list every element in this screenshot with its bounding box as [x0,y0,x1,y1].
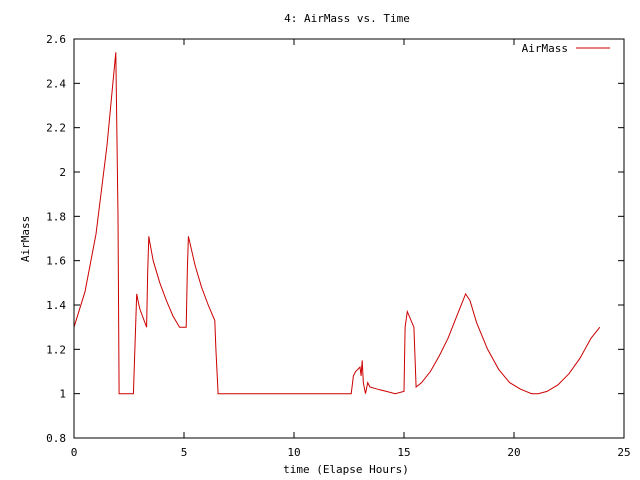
plot-frame [73,38,625,439]
x-axis-label: time (Elapse Hours) [283,463,409,476]
chart-title: 4: AirMass vs. Time [284,12,410,25]
y-tick-label: 2.4 [46,77,66,90]
x-axis-ticks: 0 5 10 15 20 25 [71,39,631,459]
x-tick-label: 0 [71,446,78,459]
x-tick-label: 5 [181,446,188,459]
y-axis-ticks: 0.8 1 1.2 1.4 1.6 1.8 2 2.2 2.4 2.6 [46,33,624,445]
y-tick-label: 1.2 [46,343,66,356]
x-tick-label: 25 [617,446,630,459]
legend: AirMass [522,42,610,55]
y-tick-label: 1.6 [46,255,66,268]
y-tick-label: 2 [59,166,66,179]
y-tick-label: 1.8 [46,210,66,223]
x-tick-label: 15 [397,446,410,459]
x-tick-label: 10 [287,446,300,459]
y-tick-label: 1 [59,388,66,401]
legend-entry-airmass: AirMass [522,42,568,55]
y-tick-label: 2.6 [46,33,66,46]
y-tick-label: 2.2 [46,122,66,135]
series-layer [73,52,601,395]
x-tick-label: 20 [507,446,520,459]
y-axis-label: AirMass [19,216,32,262]
series-line-airmass [73,52,601,395]
y-tick-label: 1.4 [46,299,66,312]
y-tick-label: 0.8 [46,432,66,445]
